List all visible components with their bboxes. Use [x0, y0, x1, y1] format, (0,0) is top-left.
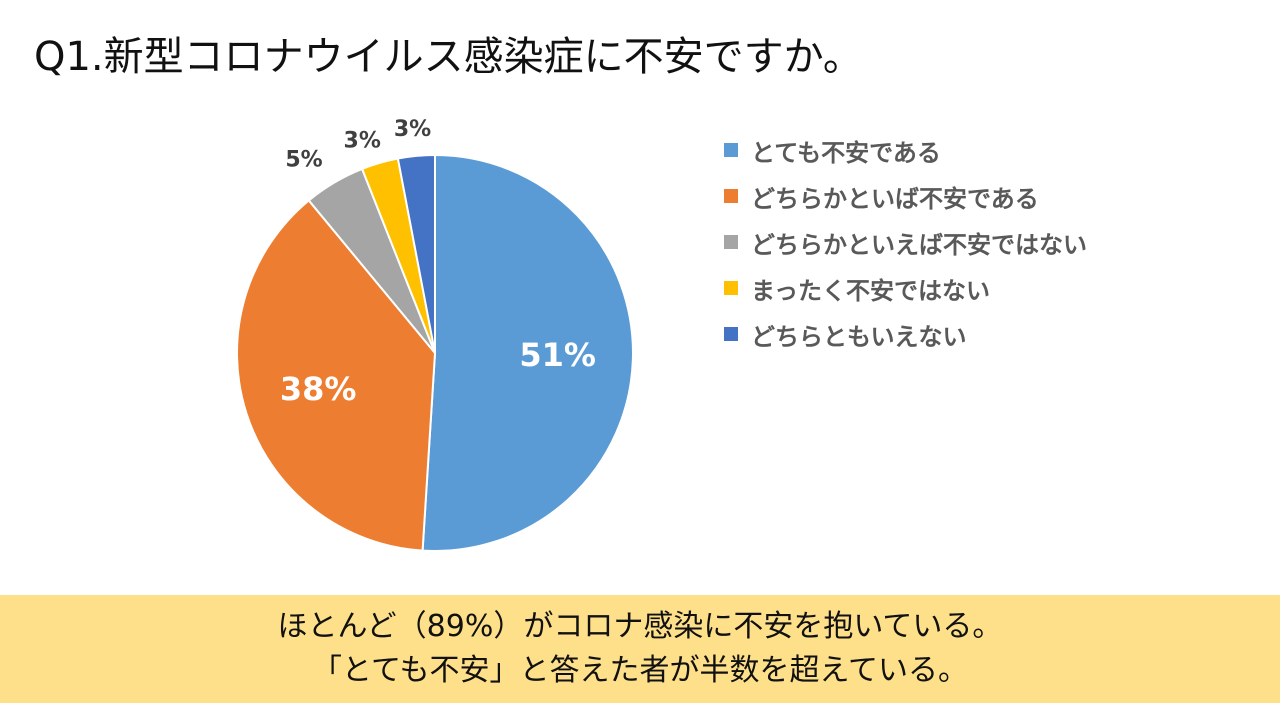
- summary-line-2: 「とても不安」と答えた者が半数を超えている。: [311, 652, 969, 688]
- data-label: 38%: [280, 370, 357, 408]
- data-label: 3%: [394, 117, 431, 142]
- legend-label: どちらかといえば不安ではない: [751, 230, 1087, 259]
- legend-item: どちらかといえば不安ではない: [724, 219, 1087, 265]
- legend-label: とても不安である: [751, 138, 941, 167]
- data-label: 3%: [344, 129, 381, 154]
- legend-item: とても不安である: [724, 127, 1087, 173]
- pie-chart: 51% 38% 5% 3% 3%: [236, 117, 634, 552]
- pie-slice: [396, 153, 436, 354]
- summary-box: ほとんど（89%）がコロナ感染に不安を抱いている。 「とても不安」と答えた者が半…: [0, 595, 1280, 703]
- pie-slice: [421, 153, 634, 552]
- legend-swatch: [724, 189, 738, 203]
- legend-item: どちらともいえない: [724, 311, 1087, 357]
- legend-swatch: [724, 235, 738, 249]
- summary-line-1: ほとんど（89%）がコロナ感染に不安を抱いている。: [277, 609, 1003, 644]
- legend-label: どちらともいえない: [751, 322, 967, 351]
- legend-swatch: [724, 143, 738, 157]
- data-label: 51%: [519, 336, 596, 374]
- legend-item: どちらかといば不安である: [724, 173, 1087, 219]
- legend-label: どちらかといば不安である: [751, 184, 1039, 213]
- pie-slice: [236, 199, 437, 552]
- chart-title: Q1.新型コロナウイルス感染症に不安ですか。: [34, 34, 863, 80]
- legend-item: まったく不安ではない: [724, 265, 1087, 311]
- legend-label: まったく不安ではない: [751, 276, 991, 305]
- chart-legend: とても不安であるどちらかといば不安であるどちらかといえば不安ではない まったく不安…: [724, 127, 1087, 357]
- legend-swatch: [724, 327, 738, 341]
- data-label: 5%: [285, 147, 322, 172]
- legend-swatch: [724, 281, 738, 295]
